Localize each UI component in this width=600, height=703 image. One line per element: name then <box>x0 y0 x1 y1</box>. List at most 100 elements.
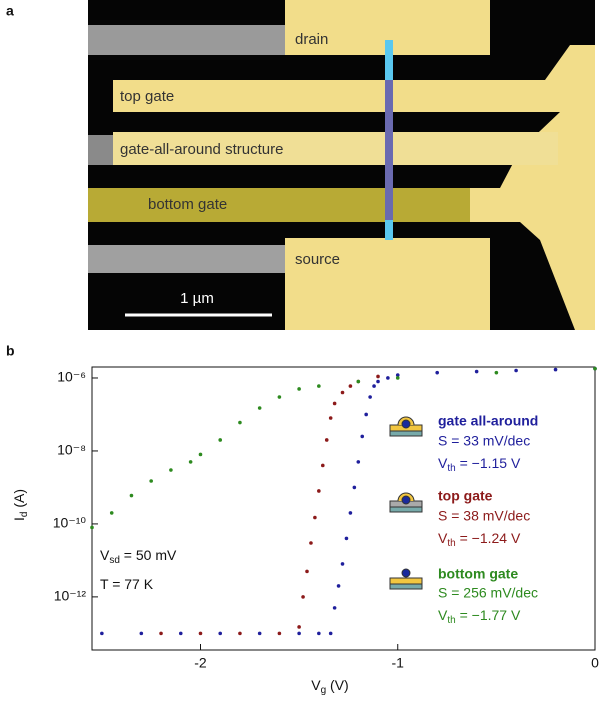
legend-threshold-sub: th <box>447 615 455 626</box>
panel-label: a <box>6 3 14 19</box>
data-point <box>90 526 94 530</box>
data-point <box>333 402 337 406</box>
data-point <box>313 516 317 520</box>
data-point <box>396 376 400 380</box>
data-point <box>333 606 337 610</box>
data-point <box>317 384 321 388</box>
data-point <box>258 406 262 410</box>
data-point <box>475 370 479 374</box>
y-tick-label: 10⁻¹⁰ <box>53 515 87 531</box>
data-point <box>386 376 390 380</box>
image-label: source <box>295 251 340 268</box>
data-point <box>341 391 345 395</box>
data-point <box>554 368 558 372</box>
legend-entry: bottom gate <box>438 566 518 582</box>
data-point <box>321 464 325 468</box>
data-point <box>140 632 144 636</box>
legend-threshold-rest: = −1.77 V <box>456 607 521 623</box>
data-point <box>238 632 242 636</box>
data-point <box>349 511 353 515</box>
data-point <box>309 541 313 545</box>
y-tick-label: 10⁻⁶ <box>57 369 86 385</box>
x-tick-label: -2 <box>194 655 207 671</box>
data-point <box>278 632 282 636</box>
data-point <box>305 570 309 574</box>
data-point <box>189 460 193 464</box>
data-point <box>317 632 321 636</box>
data-point <box>218 632 222 636</box>
data-point <box>593 367 597 371</box>
data-point <box>349 384 353 388</box>
annotation-rest: = 50 mV <box>120 547 177 563</box>
data-point <box>329 416 333 420</box>
data-point <box>179 632 183 636</box>
image-label: bottom gate <box>148 196 227 213</box>
data-point <box>364 413 368 417</box>
data-point <box>495 371 499 375</box>
legend-threshold: Vth = −1.15 V <box>438 455 521 474</box>
data-point <box>317 489 321 493</box>
data-point <box>297 632 301 636</box>
legend-threshold-rest: = −1.15 V <box>456 455 521 471</box>
data-point <box>329 632 333 636</box>
annotation-sub: sd <box>109 555 120 566</box>
scale-bar-label: 1 µm <box>180 290 214 307</box>
x-tick-label: 0 <box>591 655 599 671</box>
data-point <box>376 375 380 379</box>
y-axis-label-rest: (A) <box>11 489 27 512</box>
x-axis-label-rest: (V) <box>326 677 349 693</box>
data-point <box>100 632 104 636</box>
legend-slope: S = 38 mV/dec <box>438 508 530 524</box>
data-point <box>337 584 341 588</box>
y-axis-label: Id (A) <box>11 489 30 521</box>
legend-threshold-sub: th <box>447 463 455 474</box>
image-label: drain <box>295 31 328 48</box>
data-point <box>130 494 134 498</box>
data-point <box>149 479 153 483</box>
data-point <box>353 486 357 490</box>
legend-slope: S = 256 mV/dec <box>438 585 538 601</box>
data-point <box>325 438 329 442</box>
data-point <box>169 468 173 472</box>
panel-label: b <box>6 343 15 359</box>
legend-threshold-sub: th <box>447 538 455 549</box>
data-point <box>514 369 518 373</box>
x-axis-label: Vg (V) <box>311 677 348 696</box>
data-point <box>199 453 203 457</box>
data-point <box>435 371 439 375</box>
legend-threshold: Vth = −1.77 V <box>438 607 521 626</box>
y-tick-label: 10⁻⁸ <box>57 442 86 458</box>
legend-entry: top gate <box>438 488 493 504</box>
data-point <box>345 537 349 541</box>
data-point <box>356 460 360 464</box>
legend-entry: gate all-around <box>438 413 538 429</box>
data-point <box>110 511 114 515</box>
annotation: T = 77 K <box>100 576 154 592</box>
annotation-main: T = 77 K <box>100 576 154 592</box>
data-point <box>341 562 345 566</box>
data-point <box>368 395 372 399</box>
data-point <box>297 387 301 391</box>
annotation: Vsd = 50 mV <box>100 547 177 566</box>
y-tick-label: 10⁻¹² <box>54 588 87 604</box>
legend-slope: S = 33 mV/dec <box>438 433 530 449</box>
data-point <box>218 438 222 442</box>
data-point <box>159 632 163 636</box>
image-label: gate-all-around structure <box>120 141 283 158</box>
legend-threshold: Vth = −1.24 V <box>438 530 521 549</box>
data-point <box>356 380 360 384</box>
data-point <box>372 384 376 388</box>
x-tick-label: -1 <box>392 655 405 671</box>
data-point <box>297 625 301 629</box>
legend-icons <box>390 417 422 589</box>
micrograph <box>88 0 595 330</box>
figure: a b drain top gate gate-all-around struc… <box>0 0 600 703</box>
data-point <box>278 395 282 399</box>
legend-threshold-rest: = −1.24 V <box>456 530 521 546</box>
data-point <box>360 435 364 439</box>
data-point <box>258 632 262 636</box>
data-point <box>199 632 203 636</box>
data-point <box>238 421 242 425</box>
data-point <box>301 595 305 599</box>
image-label: top gate <box>120 88 174 105</box>
